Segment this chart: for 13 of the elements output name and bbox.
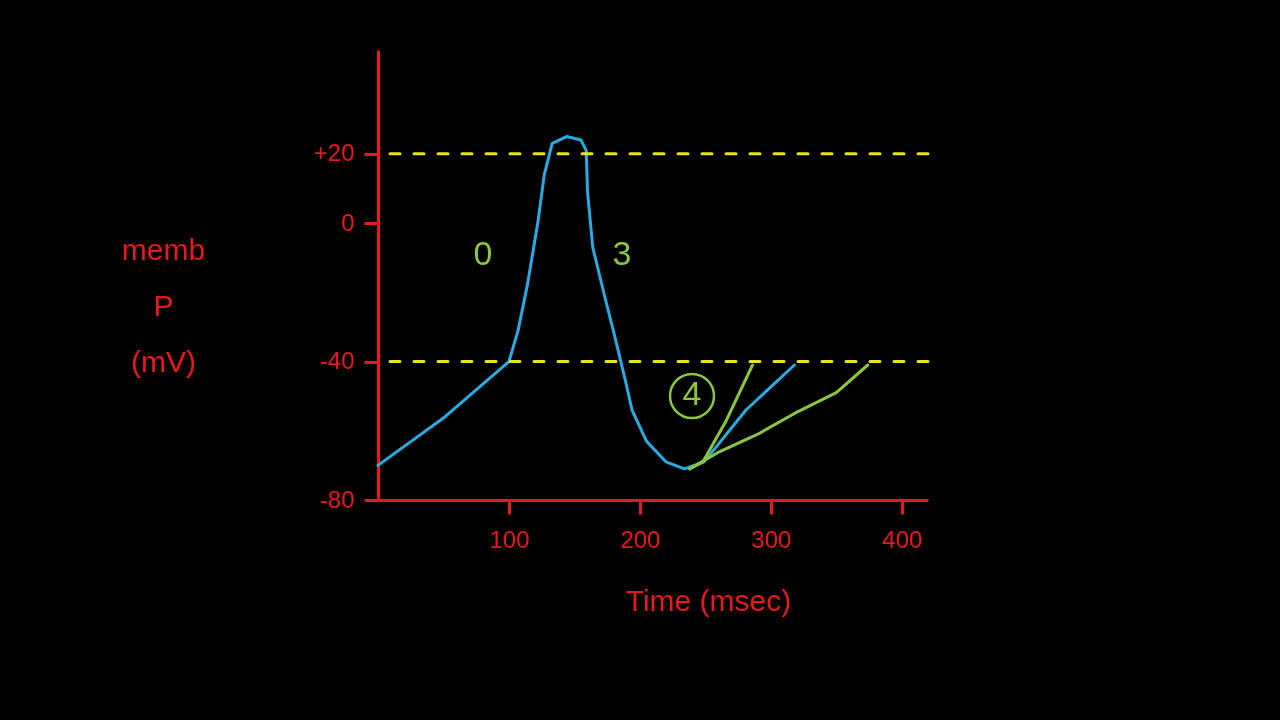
y-tick-label: 0	[341, 208, 355, 236]
x-tick-label: 100	[489, 525, 530, 553]
x-tick-label: 300	[751, 525, 792, 553]
x-axis-title: Time (msec)	[625, 583, 792, 617]
y-tick-label: -40	[319, 347, 355, 375]
x-tick-label: 400	[882, 525, 923, 553]
annotation: 0	[473, 234, 493, 272]
annotation: 4	[682, 374, 702, 412]
y-tick-label: -80	[319, 485, 355, 513]
annotation: 3	[612, 234, 632, 272]
y-tick-label: +20	[313, 139, 355, 167]
x-tick-label: 200	[620, 525, 661, 553]
y-axis-title: memb P (mV)	[121, 232, 206, 378]
